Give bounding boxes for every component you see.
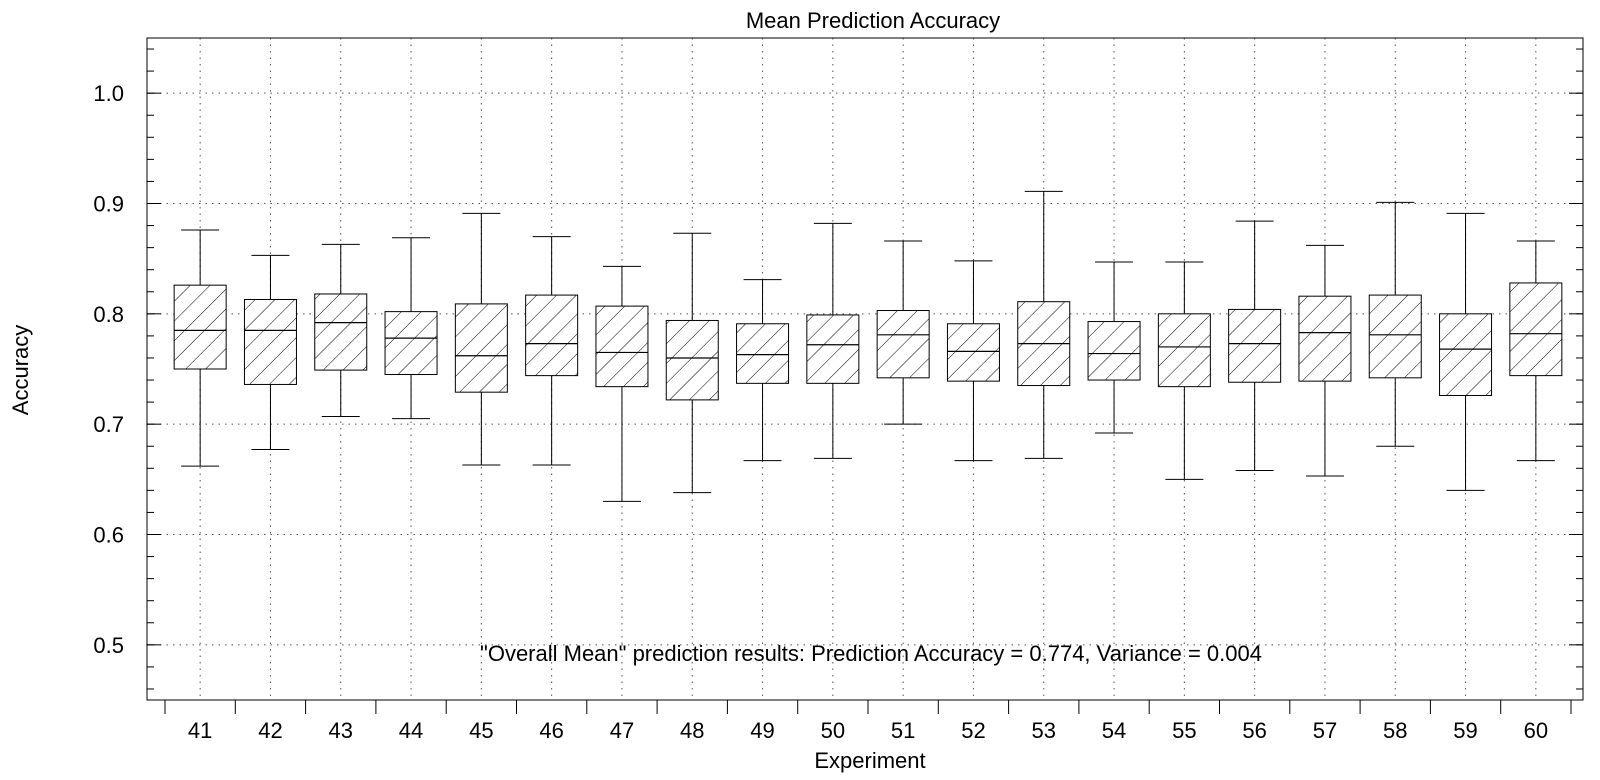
x-tick-label: 53 xyxy=(1032,718,1056,743)
x-tick-label: 45 xyxy=(469,718,493,743)
interquartile-box xyxy=(1157,313,1211,388)
x-axis: 41 42 43 44 45 46 47 48 49 50 51 52 53 54 55 56 57 58 59 60 xyxy=(164,700,1572,743)
plot-frame xyxy=(146,37,1584,701)
interquartile-box xyxy=(736,323,790,384)
x-tick-label: 52 xyxy=(961,718,985,743)
interquartile-box xyxy=(946,323,1000,382)
x-tick-label: 51 xyxy=(891,718,915,743)
box-56 xyxy=(1228,220,1282,472)
box-54 xyxy=(1087,261,1141,434)
box-46 xyxy=(525,236,579,466)
box-57 xyxy=(1298,244,1352,477)
interquartile-box xyxy=(454,303,508,393)
x-tick-label: 43 xyxy=(329,718,353,743)
x-tick-label: 56 xyxy=(1242,718,1266,743)
interquartile-box xyxy=(1298,295,1352,382)
x-tick-label: 59 xyxy=(1453,718,1477,743)
chart-title: Mean Prediction Accuracy xyxy=(746,8,1000,33)
interquartile-box xyxy=(173,284,227,370)
interquartile-box xyxy=(525,294,579,377)
x-tick-label: 54 xyxy=(1102,718,1126,743)
box-50 xyxy=(806,222,860,459)
interquartile-box xyxy=(1439,313,1493,396)
interquartile-box xyxy=(1368,294,1422,379)
box-60 xyxy=(1509,240,1563,462)
box-45 xyxy=(454,212,508,466)
box-series xyxy=(173,190,1563,502)
overall-mean-annotation: "Overall Mean" prediction results: Predi… xyxy=(480,641,1262,666)
x-tick-label: 48 xyxy=(680,718,704,743)
box-47 xyxy=(595,265,649,502)
interquartile-box xyxy=(384,311,438,376)
x-tick-label: 58 xyxy=(1383,718,1407,743)
interquartile-box xyxy=(1087,321,1141,381)
box-44 xyxy=(384,237,438,420)
x-tick-label: 49 xyxy=(750,718,774,743)
box-58 xyxy=(1368,201,1422,447)
box-42 xyxy=(243,254,297,451)
box-43 xyxy=(314,243,368,417)
x-tick-label: 50 xyxy=(821,718,845,743)
interquartile-box xyxy=(595,305,649,388)
x-axis-label: Experiment xyxy=(814,748,925,773)
x-tick-label: 41 xyxy=(188,718,212,743)
interquartile-box xyxy=(806,314,860,384)
interquartile-box xyxy=(665,319,719,401)
y-tick-label: 0.6 xyxy=(93,523,124,548)
box-49 xyxy=(736,279,790,462)
box-41 xyxy=(173,229,227,467)
interquartile-box xyxy=(314,293,368,371)
x-tick-label: 60 xyxy=(1524,718,1548,743)
box-51 xyxy=(876,240,930,425)
interquartile-box xyxy=(1228,308,1282,383)
x-tick-label: 57 xyxy=(1313,718,1337,743)
y-tick-label: 0.9 xyxy=(93,192,124,217)
x-tick-label: 46 xyxy=(539,718,563,743)
box-55 xyxy=(1157,261,1211,480)
x-tick-label: 47 xyxy=(610,718,634,743)
box-48 xyxy=(665,232,719,494)
x-tick-label: 44 xyxy=(399,718,423,743)
x-tick-label: 42 xyxy=(258,718,282,743)
box-52 xyxy=(946,260,1000,462)
y-tick-label: 0.7 xyxy=(93,412,124,437)
box-53 xyxy=(1017,190,1071,459)
y-tick-label: 0.5 xyxy=(93,633,124,658)
y-axis: 0.5 0.6 0.7 0.8 0.9 1.0 xyxy=(93,48,1583,690)
box-59 xyxy=(1439,212,1493,491)
y-axis-label: Accuracy xyxy=(8,325,33,415)
interquartile-box xyxy=(1509,282,1563,377)
y-tick-label: 1.0 xyxy=(93,81,124,106)
x-tick-label: 55 xyxy=(1172,718,1196,743)
y-tick-label: 0.8 xyxy=(93,302,124,327)
interquartile-box xyxy=(876,310,930,379)
interquartile-box xyxy=(243,298,297,385)
